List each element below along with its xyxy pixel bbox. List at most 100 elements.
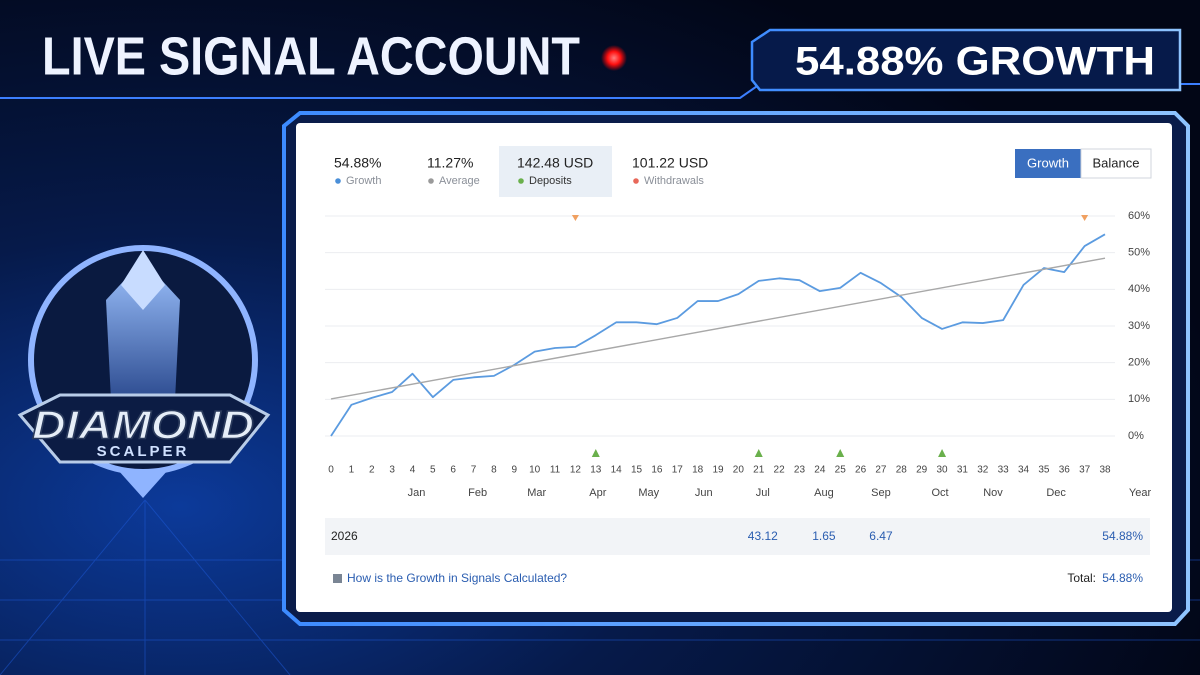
- deposit-marker: [754, 449, 763, 457]
- x-tick-label: 5: [430, 465, 436, 476]
- logo-sub: SCALPER: [97, 443, 190, 460]
- x-tick-label: 15: [631, 465, 643, 476]
- month-label: Jun: [695, 487, 713, 499]
- stat-value: 142.48 USD: [517, 155, 593, 171]
- stat-dot: [428, 178, 434, 184]
- x-tick-label: 24: [814, 465, 826, 476]
- help-icon: [333, 574, 342, 583]
- stat-value: 101.22 USD: [632, 155, 708, 171]
- x-tick-label: 20: [733, 465, 745, 476]
- month-label: Oct: [931, 487, 948, 499]
- x-tick-label: 8: [491, 465, 497, 476]
- x-tick-label: 1: [349, 465, 355, 476]
- y-tick-label: 10%: [1128, 393, 1150, 405]
- x-tick-label: 7: [471, 465, 477, 476]
- x-tick-label: 21: [753, 465, 765, 476]
- x-tick-label: 6: [450, 465, 456, 476]
- year-row-band: [325, 518, 1150, 555]
- month-label: Jul: [756, 487, 770, 499]
- x-tick-label: 36: [1059, 465, 1071, 476]
- month-label: May: [638, 487, 659, 499]
- x-tick-label: 38: [1099, 465, 1111, 476]
- month-label: Nov: [983, 487, 1003, 499]
- tab[interactable]: [1080, 148, 1152, 179]
- logo-helmet: [121, 250, 165, 310]
- year-cell: 1.65: [812, 529, 836, 543]
- help-link[interactable]: How is the Growth in Signals Calculated?: [347, 571, 567, 585]
- month-label: Dec: [1046, 487, 1066, 499]
- x-tick-label: 25: [835, 465, 847, 476]
- x-tick-label: 17: [672, 465, 684, 476]
- x-tick-label: 28: [896, 465, 908, 476]
- month-label: Apr: [589, 487, 606, 499]
- y-tick-label: 40%: [1128, 283, 1150, 295]
- total-label: Total:: [1067, 571, 1096, 585]
- month-label: Jan: [408, 487, 426, 499]
- tab-active[interactable]: [1015, 149, 1081, 178]
- withdrawal-marker: [1081, 215, 1089, 221]
- growth-line: [330, 233, 1106, 437]
- deposit-marker: [591, 449, 600, 457]
- y-tick-label: 0%: [1128, 430, 1144, 442]
- trend-line: [330, 257, 1106, 400]
- month-label: Sep: [871, 487, 891, 499]
- x-tick-label: 11: [550, 465, 561, 476]
- x-tick-label: 12: [570, 465, 582, 476]
- stat-label: Deposits: [529, 175, 572, 187]
- year-cell: 43.12: [748, 529, 778, 543]
- x-tick-label: 35: [1038, 465, 1050, 476]
- x-tick-label: 0: [328, 465, 334, 476]
- badge-text: 54.88% GROWTH: [795, 40, 1155, 84]
- x-tick-label: 18: [692, 465, 704, 476]
- stat-label: Withdrawals: [644, 175, 704, 187]
- stat-label: Growth: [346, 175, 381, 187]
- y-tick-label: 20%: [1128, 357, 1150, 369]
- header-title: LIVE SIGNAL ACCOUNT: [42, 26, 580, 86]
- deposit-marker: [938, 449, 947, 457]
- x-tick-label: 27: [875, 465, 887, 476]
- logo-name: DIAMOND: [32, 404, 254, 448]
- x-tick-label: 13: [590, 465, 602, 476]
- x-tick-label: 16: [651, 465, 663, 476]
- x-tick-label: 34: [1018, 465, 1030, 476]
- x-tick-label: 10: [529, 465, 541, 476]
- month-label: Feb: [468, 487, 487, 499]
- year-cell: 6.47: [869, 529, 893, 543]
- deposit-marker: [836, 449, 845, 457]
- stat-dot: [335, 178, 341, 184]
- logo-figure: [106, 260, 180, 420]
- x-tick-label: 23: [794, 465, 806, 476]
- x-tick-label: 14: [611, 465, 623, 476]
- stat-label: Average: [439, 175, 480, 187]
- total-value: 54.88%: [1102, 571, 1143, 585]
- x-tick-label: 4: [410, 465, 416, 476]
- panel: [296, 123, 1172, 612]
- x-tick-label: 32: [977, 465, 989, 476]
- stat-dot: [518, 178, 524, 184]
- logo: DIAMOND SCALPER: [17, 245, 271, 498]
- tab-label: Growth: [1027, 155, 1069, 170]
- x-tick-label: 3: [389, 465, 395, 476]
- x-tick-label: 19: [712, 465, 724, 476]
- stat-value: 11.27%: [427, 155, 473, 171]
- x-tick-label: 37: [1079, 465, 1091, 476]
- year-label: 2026: [331, 529, 358, 543]
- withdrawal-marker: [571, 215, 579, 221]
- stat-highlight: [499, 146, 612, 197]
- y-tick-label: 30%: [1128, 320, 1150, 332]
- live-dot: [601, 45, 627, 71]
- x-tick-label: 29: [916, 465, 928, 476]
- month-label: Mar: [527, 487, 546, 499]
- badge-box: [750, 28, 1182, 92]
- x-tick-label: 33: [998, 465, 1010, 476]
- y-tick-label: 60%: [1128, 210, 1150, 222]
- x-axis-label: Year: [1129, 487, 1152, 499]
- tab-label: Balance: [1093, 155, 1140, 170]
- x-tick-label: 26: [855, 465, 867, 476]
- x-tick-label: 2: [369, 465, 375, 476]
- y-tick-label: 50%: [1128, 247, 1150, 259]
- stat-dot: [633, 178, 639, 184]
- x-tick-label: 30: [936, 465, 948, 476]
